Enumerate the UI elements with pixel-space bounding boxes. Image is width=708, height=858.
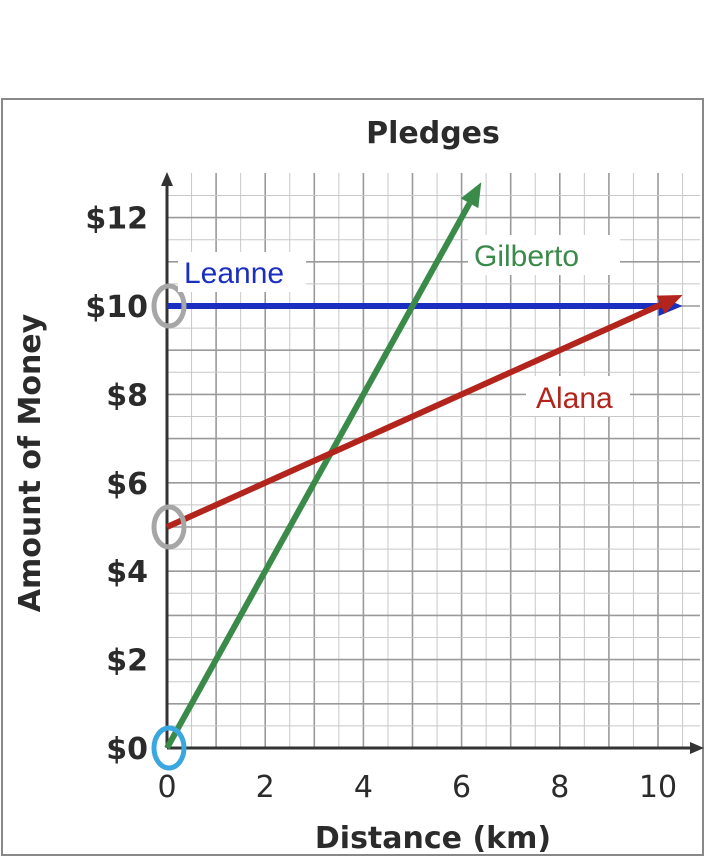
highlight-marker (151, 725, 187, 771)
highlight-markers (151, 283, 187, 771)
x-tick-label: 6 (452, 770, 471, 805)
tick-labels: 0 2 4 6 8 10 $0 $2 $4 $6 $8 $10 $12 (85, 202, 677, 805)
x-axis-label: Distance (km) (315, 821, 551, 856)
y-tick-label: $2 (106, 644, 148, 679)
series-label-gilberto-text: Gilberto (474, 240, 579, 273)
series-line-alana (165, 302, 662, 530)
chart-title: Pledges (366, 116, 500, 151)
series-lines (164, 182, 683, 750)
y-tick-label: $6 (106, 467, 148, 502)
y-tick-label: $8 (106, 378, 148, 413)
x-tick-label: 10 (639, 770, 677, 805)
x-axis-arrow (690, 742, 704, 754)
highlight-marker (151, 283, 187, 329)
x-tick-label: 0 (157, 770, 176, 805)
y-tick-label: $12 (85, 202, 148, 237)
x-tick-label: 4 (354, 770, 373, 805)
y-axis-arrow (161, 172, 173, 186)
y-tick-label: $4 (106, 555, 148, 590)
x-tick-label: 8 (550, 770, 569, 805)
x-tick-label: 2 (256, 770, 275, 805)
series-label-alana-text: Alana (536, 382, 613, 415)
y-tick-label: $0 (106, 732, 148, 767)
series-label-leanne: Leanne (178, 252, 306, 292)
series-label-alana: Alana (526, 376, 630, 416)
series-arrow-alana (656, 294, 683, 314)
axes (161, 172, 704, 754)
highlight-marker (151, 504, 187, 550)
series-arrow-gilberto (460, 182, 482, 209)
grid (167, 173, 700, 748)
chart-frame (1, 98, 704, 856)
series-label-leanne-text: Leanne (184, 257, 284, 290)
y-axis-label: Amount of Money (13, 313, 48, 612)
series-line-gilberto (164, 201, 473, 750)
y-tick-label: $10 (85, 290, 148, 325)
series-label-gilberto: Gilberto (468, 235, 620, 275)
